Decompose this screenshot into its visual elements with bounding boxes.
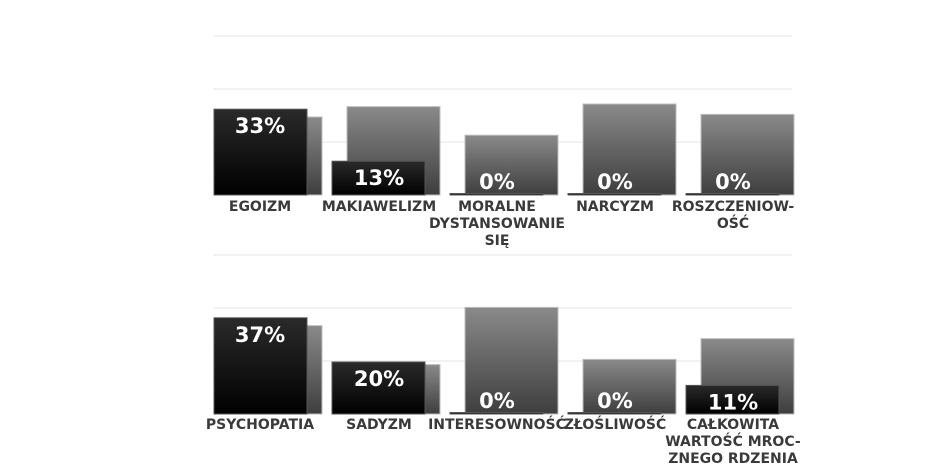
bar-front bbox=[449, 193, 544, 196]
category-label: ZŁOŚLIWOŚĆ bbox=[564, 415, 666, 433]
category-label: PSYCHOPATIA bbox=[206, 417, 314, 433]
data-label: 11% bbox=[708, 390, 758, 414]
data-label: 0% bbox=[479, 389, 515, 413]
category-label-line: ZŁOŚLIWOŚĆ bbox=[564, 415, 666, 433]
category-label-line: SADYZM bbox=[346, 417, 412, 433]
category-label: ROSZCZENIOW-OŚĆ bbox=[672, 199, 795, 232]
category-label: INTERESOWNOŚĆ bbox=[428, 415, 566, 433]
category-label: CAŁKOWITA WARTOŚĆ MROC-ZNEGO RDZENIA bbox=[665, 417, 801, 467]
bar-front bbox=[213, 317, 308, 415]
category-label: MORALNE DYSTANSOWANIE SIĘ bbox=[429, 199, 565, 249]
bar-front bbox=[685, 193, 780, 196]
category-label: MAKIAWELIZM bbox=[322, 199, 436, 215]
data-label: 20% bbox=[354, 367, 404, 391]
category-label-line: NARCYZM bbox=[576, 199, 654, 215]
bar-back bbox=[582, 358, 677, 415]
category-label-line: OŚĆ bbox=[717, 214, 749, 232]
category-label-line: PSYCHOPATIA bbox=[206, 417, 314, 433]
category-label: EGOIZM bbox=[229, 199, 291, 215]
category-label-line: DYSTANSOWANIE bbox=[429, 216, 565, 232]
data-label: 37% bbox=[235, 323, 285, 347]
category-label-line: SIĘ bbox=[485, 233, 510, 249]
chart-panel-1: 33% EGOIZM 13% MAKIAWELIZM 0% MORALNE DYSTANSO… bbox=[213, 35, 795, 249]
category-label-line: MORALNE bbox=[458, 199, 536, 215]
chart-panel-2: 37% PSYCHOPATIA 20% SADYZM 0% INTERESOWNOŚĆ 0%… bbox=[206, 254, 801, 467]
bar-back bbox=[464, 306, 559, 415]
category-label-line: EGOIZM bbox=[229, 199, 291, 215]
data-label: 33% bbox=[235, 114, 285, 138]
category-label-line: INTERESOWNOŚĆ bbox=[428, 415, 566, 433]
category-label-line: MAKIAWELIZM bbox=[322, 199, 436, 215]
bar-front bbox=[213, 108, 308, 196]
data-label: 0% bbox=[597, 170, 633, 194]
data-label: 0% bbox=[597, 389, 633, 413]
bar-front bbox=[685, 384, 780, 415]
data-label: 0% bbox=[479, 170, 515, 194]
category-label: SADYZM bbox=[346, 417, 412, 433]
bar-front bbox=[567, 193, 662, 196]
bar-front bbox=[331, 361, 426, 415]
category-label-line: CAŁKOWITA bbox=[687, 417, 779, 433]
bar-front bbox=[331, 160, 426, 196]
data-label: 13% bbox=[354, 166, 404, 190]
category-label-line: WARTOŚĆ MROC- bbox=[665, 432, 801, 450]
bar-front bbox=[567, 412, 662, 415]
category-label: NARCYZM bbox=[576, 199, 654, 215]
category-label-line: ROSZCZENIOW- bbox=[672, 199, 795, 215]
data-label: 0% bbox=[715, 170, 751, 194]
category-label-line: ZNEGO RDZENIA bbox=[668, 451, 798, 467]
bar-front bbox=[449, 412, 544, 415]
